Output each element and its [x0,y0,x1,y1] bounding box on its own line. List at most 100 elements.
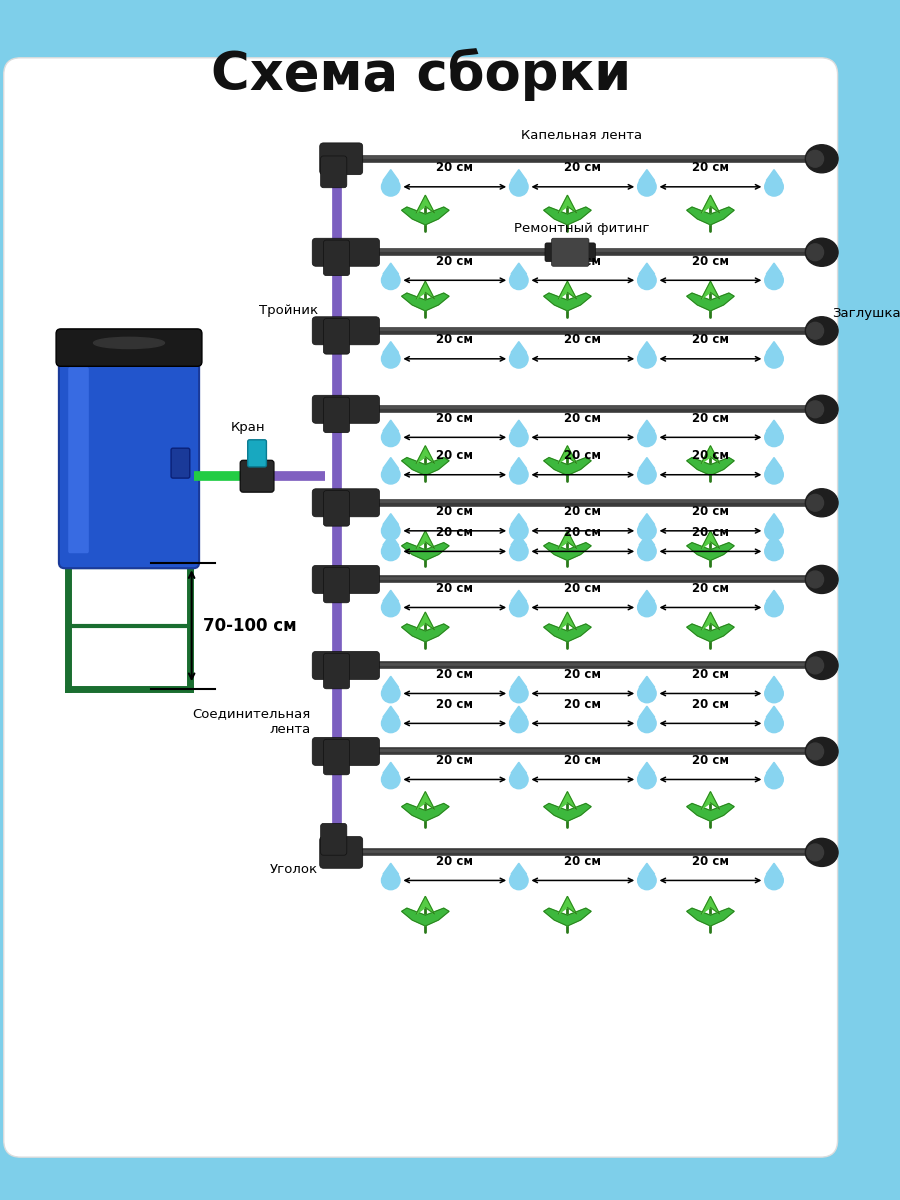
FancyBboxPatch shape [68,367,89,553]
Polygon shape [416,792,435,809]
Text: 20 см: 20 см [436,412,473,425]
Ellipse shape [806,565,838,594]
Polygon shape [383,420,399,431]
Polygon shape [401,804,426,821]
Circle shape [765,684,783,703]
Circle shape [382,178,400,196]
Polygon shape [710,542,734,560]
FancyBboxPatch shape [320,823,346,856]
Polygon shape [639,863,654,874]
Text: 20 см: 20 см [692,582,729,595]
Polygon shape [544,804,567,821]
FancyBboxPatch shape [312,317,380,344]
Polygon shape [383,762,399,773]
Polygon shape [639,514,654,524]
Circle shape [637,599,656,617]
Circle shape [509,349,528,368]
Circle shape [765,714,783,733]
Polygon shape [383,706,399,718]
Polygon shape [710,293,734,311]
Text: 20 см: 20 см [692,505,729,518]
Circle shape [382,599,400,617]
Polygon shape [401,624,426,642]
Text: Уголок: Уголок [270,863,318,876]
FancyBboxPatch shape [248,439,266,467]
Circle shape [509,714,528,733]
Ellipse shape [806,395,838,424]
Polygon shape [383,534,399,545]
Circle shape [382,871,400,889]
FancyBboxPatch shape [312,239,380,266]
Circle shape [765,271,783,289]
Polygon shape [639,677,654,688]
Circle shape [637,714,656,733]
Circle shape [509,178,528,196]
Text: 20 см: 20 см [436,582,473,595]
FancyBboxPatch shape [4,58,838,1157]
Text: 20 см: 20 см [436,854,473,868]
Polygon shape [383,677,399,688]
Polygon shape [426,624,449,642]
Polygon shape [426,457,449,475]
Polygon shape [544,208,567,224]
Polygon shape [639,263,654,274]
Text: Соединительная
лента: Соединительная лента [192,708,310,736]
Text: Ремонтный фитинг: Ремонтный фитинг [514,222,649,235]
Polygon shape [687,542,710,560]
Polygon shape [766,863,782,874]
Circle shape [509,271,528,289]
Circle shape [637,178,656,196]
Polygon shape [701,445,720,463]
Polygon shape [766,514,782,524]
Text: 20 см: 20 см [692,697,729,710]
Polygon shape [511,677,526,688]
FancyBboxPatch shape [545,242,596,262]
Polygon shape [511,863,526,874]
Polygon shape [639,534,654,545]
Polygon shape [511,590,526,601]
Polygon shape [567,293,591,311]
Polygon shape [401,293,426,311]
Circle shape [765,349,783,368]
Circle shape [765,522,783,540]
Polygon shape [766,420,782,431]
Circle shape [509,871,528,889]
FancyBboxPatch shape [552,239,589,266]
Text: Кран: Кран [230,421,265,434]
Circle shape [765,542,783,560]
Text: 20 см: 20 см [436,754,473,767]
Ellipse shape [806,652,838,679]
FancyBboxPatch shape [323,491,349,526]
Polygon shape [416,281,435,299]
Polygon shape [701,612,720,630]
Circle shape [509,684,528,703]
Polygon shape [710,908,734,926]
Ellipse shape [806,738,838,766]
Polygon shape [426,293,449,311]
Polygon shape [544,542,567,560]
Text: 20 см: 20 см [692,449,729,462]
FancyBboxPatch shape [56,329,202,366]
Text: 20 см: 20 см [564,334,601,346]
Ellipse shape [806,150,824,167]
Polygon shape [511,169,526,180]
Ellipse shape [806,488,838,517]
Polygon shape [511,457,526,468]
Circle shape [637,428,656,446]
Polygon shape [401,908,426,926]
Polygon shape [766,762,782,773]
Polygon shape [639,762,654,773]
Ellipse shape [806,401,824,418]
Polygon shape [511,342,526,353]
Circle shape [637,271,656,289]
Text: 20 см: 20 см [436,254,473,268]
Text: 20 см: 20 см [436,161,473,174]
FancyBboxPatch shape [312,565,380,594]
Polygon shape [426,804,449,821]
FancyBboxPatch shape [240,461,274,492]
Polygon shape [639,590,654,601]
Polygon shape [544,908,567,926]
Circle shape [509,599,528,617]
Circle shape [382,684,400,703]
Circle shape [382,542,400,560]
